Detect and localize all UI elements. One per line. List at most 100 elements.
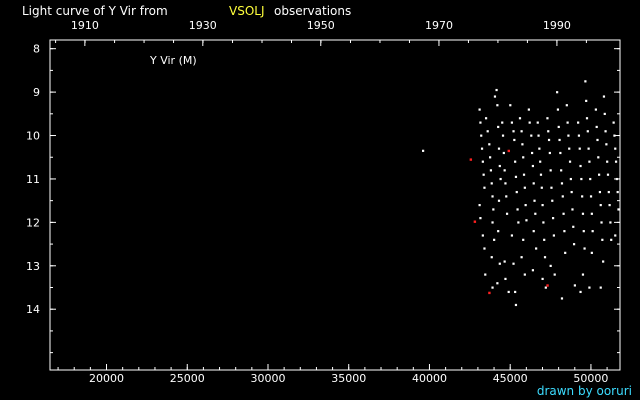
observation-point bbox=[559, 151, 562, 155]
observation-point bbox=[551, 199, 554, 202]
observation-point bbox=[567, 134, 570, 137]
observation-point bbox=[495, 88, 498, 92]
chart-title-source: VSOLJ bbox=[229, 4, 265, 18]
observation-point bbox=[544, 286, 547, 289]
observation-point bbox=[598, 190, 602, 194]
year-tick-label: 1930 bbox=[189, 19, 217, 32]
observation-point bbox=[484, 117, 488, 120]
observation-point bbox=[522, 173, 526, 176]
observation-point bbox=[597, 156, 600, 159]
observation-point bbox=[602, 95, 606, 98]
observation-point bbox=[615, 177, 618, 181]
observation-point bbox=[513, 138, 516, 142]
observation-point bbox=[497, 147, 501, 150]
observation-point bbox=[582, 230, 585, 233]
observation-point bbox=[548, 151, 551, 155]
observation-point bbox=[594, 108, 597, 111]
observation-point bbox=[612, 121, 615, 124]
observation-point bbox=[589, 177, 592, 181]
observation-points bbox=[422, 80, 620, 307]
observation-point bbox=[613, 134, 616, 137]
observation-point bbox=[606, 160, 609, 163]
y-tick-label: 12 bbox=[26, 216, 40, 229]
observation-point bbox=[579, 164, 582, 168]
observation-point bbox=[547, 130, 550, 133]
observation-point bbox=[488, 143, 491, 146]
observation-point bbox=[510, 234, 514, 237]
observation-point bbox=[556, 108, 560, 111]
y-tick-label: 11 bbox=[26, 173, 40, 186]
observation-point bbox=[515, 190, 518, 194]
observation-point bbox=[609, 221, 612, 224]
observation-point bbox=[514, 175, 518, 178]
observation-point bbox=[581, 273, 585, 276]
observation-point bbox=[556, 91, 559, 94]
observation-point bbox=[599, 286, 602, 289]
observation-point bbox=[509, 104, 512, 107]
observation-point bbox=[585, 117, 589, 120]
observation-point bbox=[552, 234, 555, 237]
observation-point bbox=[536, 121, 539, 124]
observation-point bbox=[543, 256, 547, 259]
observation-point bbox=[549, 264, 552, 267]
observation-point bbox=[497, 125, 500, 129]
observation-point bbox=[581, 212, 585, 215]
observation-point bbox=[531, 269, 535, 272]
observation-point bbox=[505, 212, 509, 215]
observation-point bbox=[534, 212, 537, 215]
observation-point bbox=[603, 112, 606, 116]
observation-point bbox=[550, 186, 553, 189]
observation-point bbox=[573, 284, 576, 287]
observation-point bbox=[562, 212, 565, 215]
observation-point bbox=[587, 147, 590, 150]
axes-frame: 20000 25000 30000 35000 40000 45000 50000 1910 1… bbox=[26, 19, 621, 385]
y-tick-label: 8 bbox=[33, 43, 40, 56]
observation-point bbox=[551, 217, 555, 220]
observation-point bbox=[504, 182, 507, 185]
year-tick-label: 1910 bbox=[71, 19, 99, 32]
credit-text: drawn by ooruri bbox=[536, 384, 632, 398]
observation-point bbox=[480, 147, 484, 150]
observation-point bbox=[566, 121, 569, 124]
chart-title-prefix: Light curve of Y Vir from bbox=[22, 4, 168, 18]
x-tick-label: 40000 bbox=[412, 372, 447, 385]
observation-point bbox=[510, 121, 514, 124]
observation-point bbox=[588, 160, 591, 163]
observation-point bbox=[491, 286, 494, 289]
observation-point bbox=[540, 186, 543, 189]
observation-point bbox=[580, 177, 583, 181]
fainter-than-point bbox=[469, 158, 473, 161]
observation-point bbox=[569, 177, 572, 181]
observation-point bbox=[542, 221, 545, 224]
observation-point bbox=[479, 121, 482, 124]
fainter-than-point bbox=[546, 284, 549, 287]
observation-point bbox=[610, 238, 613, 241]
observation-point bbox=[607, 190, 610, 194]
observation-point bbox=[533, 199, 536, 202]
observation-point bbox=[522, 156, 525, 159]
observation-point bbox=[537, 134, 540, 137]
fainter-than-point bbox=[473, 220, 477, 223]
x-tick-label: 50000 bbox=[573, 372, 608, 385]
observation-point bbox=[512, 130, 515, 133]
x-tick-label: 30000 bbox=[250, 372, 285, 385]
observation-point bbox=[598, 173, 601, 176]
observation-point bbox=[505, 195, 508, 198]
observation-point bbox=[492, 208, 495, 211]
observation-point bbox=[514, 290, 517, 294]
observation-point bbox=[489, 156, 492, 159]
x-tick-label: 25000 bbox=[170, 372, 205, 385]
observation-point bbox=[521, 143, 524, 146]
observation-point bbox=[572, 225, 575, 228]
observation-point bbox=[549, 169, 552, 172]
observation-point bbox=[577, 134, 581, 137]
observation-point bbox=[546, 117, 549, 120]
plot-frame bbox=[49, 39, 621, 371]
observation-point bbox=[614, 160, 618, 163]
observation-point bbox=[602, 260, 605, 263]
observation-point bbox=[564, 251, 567, 254]
observation-point bbox=[484, 273, 487, 276]
observation-point bbox=[614, 147, 617, 150]
